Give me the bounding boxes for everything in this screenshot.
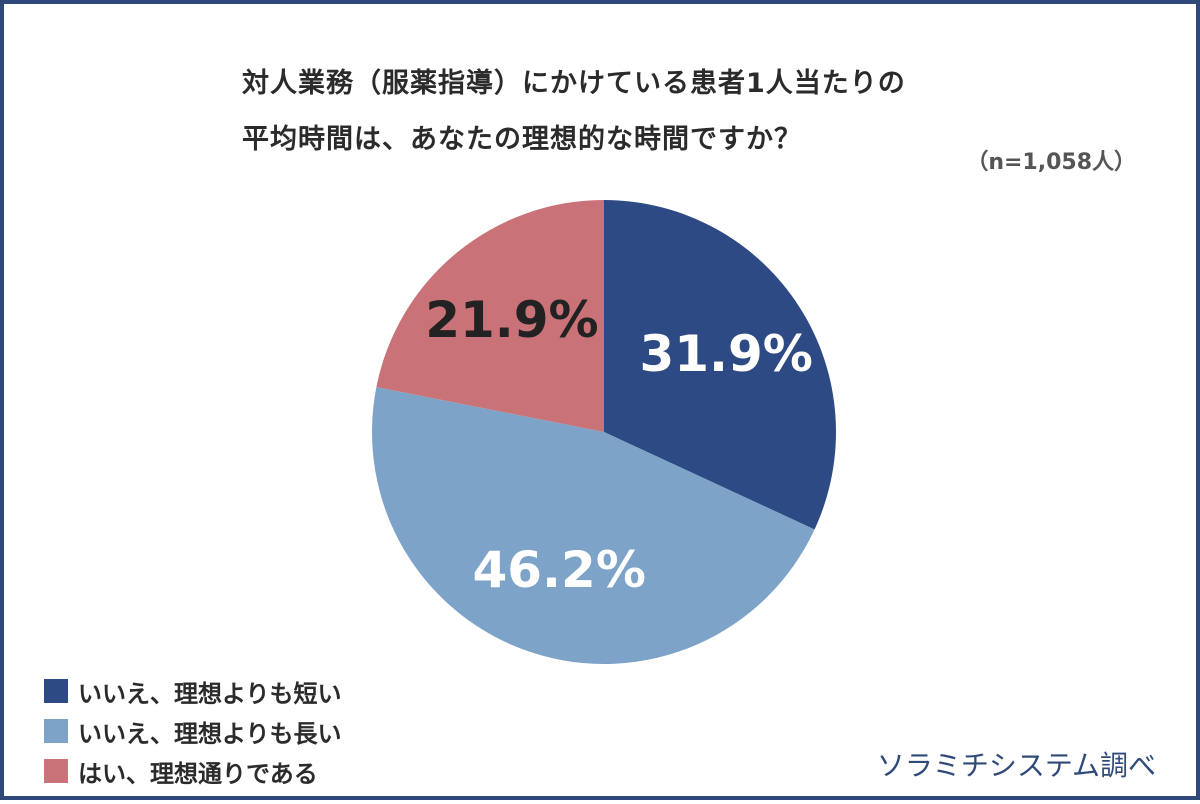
slice-label-shorter: 31.9% [639, 325, 812, 383]
legend-swatch [44, 759, 68, 783]
pie-slice-longer [372, 387, 815, 664]
legend-swatch [44, 719, 68, 743]
legend-label: いいえ、理想よりも短い [78, 679, 342, 708]
pie-chart: 31.9% 46.2% 21.9% [372, 200, 836, 664]
legend-item-longer: いいえ、理想よりも長い [44, 711, 342, 751]
chart-title-line-1: 対人業務（服薬指導）にかけている患者1人当たりの [242, 68, 906, 99]
legend-label: はい、理想通りである [78, 759, 318, 788]
slice-label-longer: 46.2% [472, 541, 645, 599]
chart-title: 対人業務（服薬指導）にかけている患者1人当たりの 平均時間は、あなたの理想的な時… [242, 56, 906, 168]
pie-slice-shorter [604, 200, 836, 530]
legend-swatch [44, 679, 68, 703]
legend-item-shorter: いいえ、理想よりも短い [44, 671, 342, 711]
source-credit: ソラミチシステム調べ [876, 749, 1156, 782]
legend-label: いいえ、理想よりも長い [78, 719, 342, 748]
legend-item-ideal: はい、理想通りである [44, 751, 342, 791]
pie-slice-ideal [376, 200, 604, 432]
slice-label-ideal: 21.9% [425, 291, 598, 349]
sample-size: （n=1,058人） [966, 150, 1136, 175]
chart-title-line-2: 平均時間は、あなたの理想的な時間ですか？ [242, 124, 802, 155]
legend: いいえ、理想よりも短い いいえ、理想よりも長い はい、理想通りである [44, 671, 342, 791]
